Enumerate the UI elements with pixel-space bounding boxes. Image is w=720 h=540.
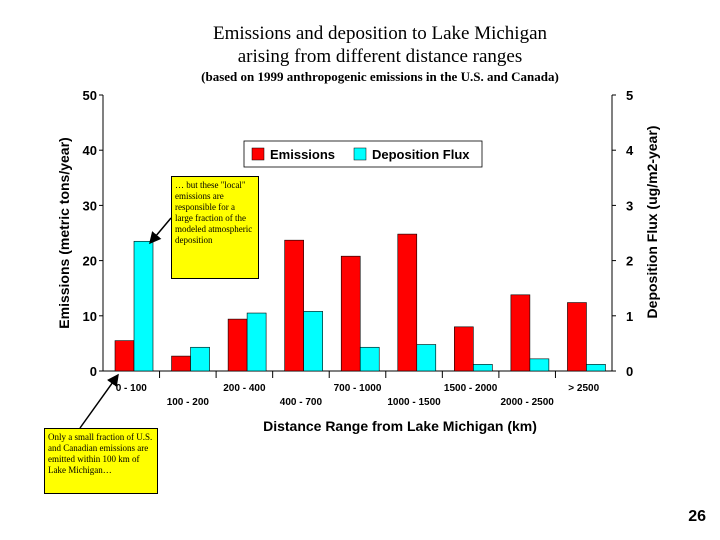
right-y-tick-label: 4 bbox=[626, 143, 634, 158]
right-y-tick-label: 3 bbox=[626, 198, 633, 213]
emissions-bar bbox=[114, 340, 135, 372]
page-number: 26 bbox=[688, 508, 706, 525]
callout-arrow-bottom bbox=[79, 373, 119, 429]
legend-swatch-deposition bbox=[353, 147, 367, 161]
left-y-tick-label: 50 bbox=[83, 88, 97, 103]
right-y-axis-title: Deposition Flux (ug/m2-year) bbox=[644, 126, 660, 319]
emissions-bar bbox=[397, 233, 418, 372]
emissions-bar bbox=[567, 302, 587, 372]
deposition-flux-bar bbox=[529, 358, 550, 372]
deposition-flux-bar bbox=[473, 364, 493, 372]
right-y-tick-label: 5 bbox=[626, 88, 633, 103]
left-y-tick-label: 0 bbox=[90, 364, 97, 379]
legend-label-deposition: Deposition Flux bbox=[372, 147, 470, 162]
emissions-bar bbox=[284, 239, 304, 372]
emissions-bar bbox=[510, 294, 531, 372]
emissions-bar bbox=[454, 326, 474, 372]
x-category-label: 700 - 1000 bbox=[334, 383, 382, 394]
chart-title-line-1: Emissions and deposition to Lake Michiga… bbox=[212, 23, 548, 44]
right-y-tick-label: 1 bbox=[626, 309, 633, 324]
x-category-label: > 2500 bbox=[568, 383, 599, 394]
deposition-flux-bar bbox=[303, 311, 323, 372]
left-y-tick-label: 40 bbox=[83, 143, 97, 158]
right-y-tick-label: 0 bbox=[626, 364, 633, 379]
left-y-tick-label: 20 bbox=[83, 254, 97, 269]
chart-subtitle: (based on 1999 anthropogenic emissions i… bbox=[201, 69, 559, 84]
emissions-bar bbox=[171, 355, 191, 372]
deposition-flux-bar bbox=[190, 346, 210, 372]
deposition-flux-bar bbox=[416, 344, 437, 372]
deposition-flux-bar bbox=[246, 312, 267, 372]
right-y-tick-label: 2 bbox=[626, 254, 633, 269]
x-axis-title: Distance Range from Lake Michigan (km) bbox=[263, 418, 537, 434]
deposition-flux-bar bbox=[133, 240, 154, 372]
emissions-bar bbox=[227, 318, 248, 372]
chart-title-line-2: arising from different distance ranges bbox=[237, 46, 523, 67]
legend-swatch-emissions bbox=[251, 147, 265, 161]
chart-title: Emissions and deposition to Lake Michiga… bbox=[120, 22, 640, 68]
x-category-label: 2000 - 2500 bbox=[500, 397, 554, 408]
deposition-flux-bar bbox=[359, 346, 380, 372]
callout-local-emissions: … but these "local" emissions are respon… bbox=[171, 176, 259, 279]
x-category-label: 400 - 700 bbox=[280, 397, 323, 408]
emissions-bar bbox=[340, 255, 361, 372]
left-y-tick-label: 30 bbox=[83, 198, 97, 213]
callout-arrow-top bbox=[149, 217, 172, 245]
callout-small-fraction: Only a small fraction of U.S. and Canadi… bbox=[44, 428, 158, 494]
left-y-axis-title: Emissions (metric tons/year) bbox=[56, 137, 72, 328]
x-category-label: 1000 - 1500 bbox=[387, 397, 441, 408]
x-category-label: 100 - 200 bbox=[167, 397, 210, 408]
x-category-label: 200 - 400 bbox=[223, 383, 266, 394]
x-category-label: 1500 - 2000 bbox=[444, 383, 498, 394]
x-category-label: 0 - 100 bbox=[116, 383, 148, 394]
left-y-tick-label: 10 bbox=[83, 309, 97, 324]
deposition-flux-bar bbox=[586, 364, 606, 372]
legend-label-emissions: Emissions bbox=[270, 147, 335, 162]
